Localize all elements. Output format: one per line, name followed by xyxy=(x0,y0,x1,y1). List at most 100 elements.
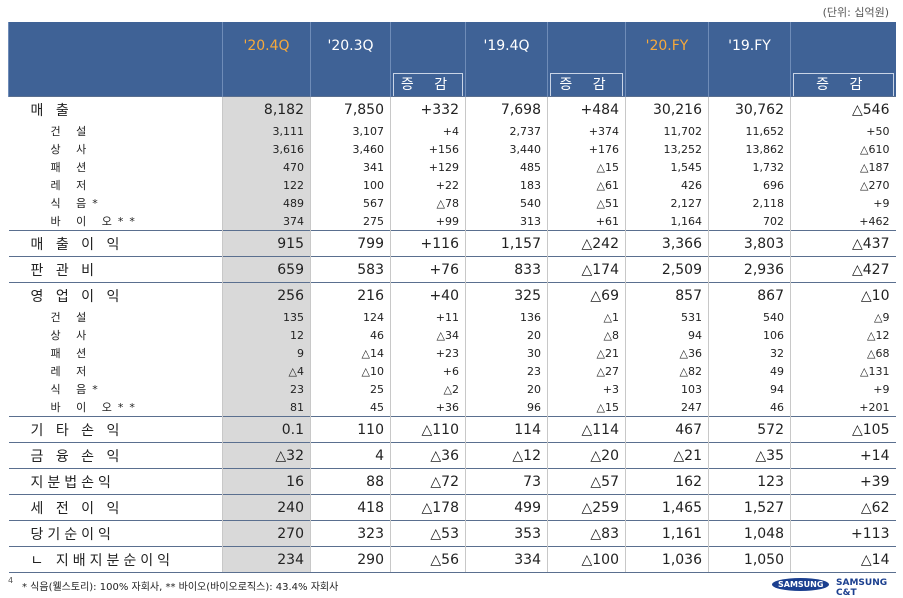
cell: 16 xyxy=(222,468,311,495)
cell: △83 xyxy=(547,520,626,547)
table-row: 금 융 손 익 △32 4 △36 △12 △20 △21 △35 +14 xyxy=(8,442,896,469)
cell: 1,157 xyxy=(465,230,548,257)
row-label: 식 음* xyxy=(50,197,104,210)
table-row: 식 음* 23 25 △2 20 +3 103 94 +9 xyxy=(9,380,896,398)
table-row: ㄴ 지배지분순이익 234 290 △56 334 △100 1,036 1,050 △14 xyxy=(8,546,896,573)
cell: 103 xyxy=(625,380,709,398)
cell: △427 xyxy=(790,256,896,283)
cell: 572 xyxy=(708,416,791,443)
cell: 8,182 xyxy=(222,96,311,122)
table-row: 바 이 오** 81 45 +36 96 △15 247 46 +201 xyxy=(9,398,896,417)
cell: +22 xyxy=(390,176,466,194)
row-label: 영 업 이 익 xyxy=(8,282,223,308)
cell: 30 xyxy=(465,344,548,362)
table-row: 레 저 122 100 +22 183 △61 426 696 △270 xyxy=(9,176,896,194)
row-label: 상 사 xyxy=(50,329,93,342)
row-label: 레 저 xyxy=(50,365,93,378)
cell: +156 xyxy=(390,140,466,158)
header-cell: '19.FY xyxy=(708,22,791,97)
cell: +374 xyxy=(547,122,626,140)
row-label: 당기순이익 xyxy=(8,520,223,547)
cell: 659 xyxy=(222,256,311,283)
cell: 7,698 xyxy=(465,96,548,122)
cell: △57 xyxy=(547,468,626,495)
cell: +23 xyxy=(390,344,466,362)
cell: +4 xyxy=(390,122,466,140)
cell: +40 xyxy=(390,282,466,308)
row-label: 금 융 손 익 xyxy=(8,442,223,469)
cell: 485 xyxy=(465,158,548,176)
results-table: '20.4Q '20.3Q 증 감 '19.4Q 증 감 '20.FY '19.FY 증 감 … xyxy=(8,22,896,573)
cell: 915 xyxy=(222,230,311,257)
cell: △100 xyxy=(547,546,626,573)
cell: 1,050 xyxy=(708,546,791,573)
cell: △8 xyxy=(547,326,626,344)
cell: 323 xyxy=(310,520,391,547)
cell: △78 xyxy=(390,194,466,212)
header-text: 증 감 xyxy=(550,73,623,96)
table-row: 바 이 오** 374 275 +99 313 +61 1,164 702 +462 xyxy=(9,212,896,231)
cell: 46 xyxy=(708,398,791,417)
cell: 100 xyxy=(310,176,391,194)
logo: SAMSUNG xyxy=(772,578,830,591)
row-label: 기 타 손 익 xyxy=(8,416,223,443)
cell: +39 xyxy=(790,468,896,495)
cell: 1,164 xyxy=(625,212,709,231)
header-cell: '19.4Q xyxy=(465,22,548,97)
cell: 1,161 xyxy=(625,520,709,547)
table-row: 세 전 이 익 240 418 △178 499 △259 1,465 1,527 △62 xyxy=(8,494,896,521)
cell: △12 xyxy=(790,326,896,344)
cell: 96 xyxy=(465,398,548,417)
cell: +176 xyxy=(547,140,626,158)
cell: 9 xyxy=(222,344,311,362)
cell: 23 xyxy=(222,380,311,398)
cell: 275 xyxy=(310,212,391,231)
cell: 123 xyxy=(708,468,791,495)
cell: △35 xyxy=(708,442,791,469)
cell: 94 xyxy=(708,380,791,398)
table-row: 당기순이익 270 323 △53 353 △83 1,161 1,048 +113 xyxy=(8,520,896,547)
cell: 2,118 xyxy=(708,194,791,212)
page-number: 4 xyxy=(8,576,14,585)
cell: 114 xyxy=(465,416,548,443)
table-row: 건 설 3,111 3,107 +4 2,737 +374 11,702 11,652 +50 xyxy=(9,122,896,140)
cell: 2,127 xyxy=(625,194,709,212)
cell: 2,936 xyxy=(708,256,791,283)
cell: 216 xyxy=(310,282,391,308)
cell: △34 xyxy=(390,326,466,344)
cell: 2,737 xyxy=(465,122,548,140)
cell: 499 xyxy=(465,494,548,521)
cell: 247 xyxy=(625,398,709,417)
cell: △12 xyxy=(465,442,548,469)
cell: 94 xyxy=(625,326,709,344)
cell: 3,616 xyxy=(222,140,311,158)
cell: △14 xyxy=(310,344,391,362)
cell: 20 xyxy=(465,326,548,344)
table-row: 상 사 12 46 △34 20 △8 94 106 △12 xyxy=(9,326,896,344)
cell: △62 xyxy=(790,494,896,521)
cell: +9 xyxy=(790,194,896,212)
cell: 11,652 xyxy=(708,122,791,140)
cell: △15 xyxy=(547,158,626,176)
cell: △82 xyxy=(625,362,709,380)
cell: +6 xyxy=(390,362,466,380)
header-cell: 증 감 xyxy=(390,22,466,97)
footnote: * 식음(웰스토리): 100% 자회사, ** 바이오(바이오로직스): 43… xyxy=(22,582,339,593)
row-label: 세 전 이 익 xyxy=(8,494,223,521)
cell: 867 xyxy=(708,282,791,308)
cell: +36 xyxy=(390,398,466,417)
row-label: 바 이 오** xyxy=(50,401,141,414)
cell: 540 xyxy=(465,194,548,212)
cell: △178 xyxy=(390,494,466,521)
cell: 3,107 xyxy=(310,122,391,140)
table-row: 매 출 이 익 915 799 +116 1,157 △242 3,366 3,803 △437 xyxy=(8,230,896,257)
table-row: 식 음* 489 567 △78 540 △51 2,127 2,118 +9 xyxy=(9,194,896,212)
cell: 3,803 xyxy=(708,230,791,257)
cell: +61 xyxy=(547,212,626,231)
cell: 7,850 xyxy=(310,96,391,122)
row-label: 레 저 xyxy=(50,179,93,192)
cell: △61 xyxy=(547,176,626,194)
cell: +9 xyxy=(790,380,896,398)
cell: 13,252 xyxy=(625,140,709,158)
brand: SAMSUNG C&T xyxy=(836,578,888,598)
